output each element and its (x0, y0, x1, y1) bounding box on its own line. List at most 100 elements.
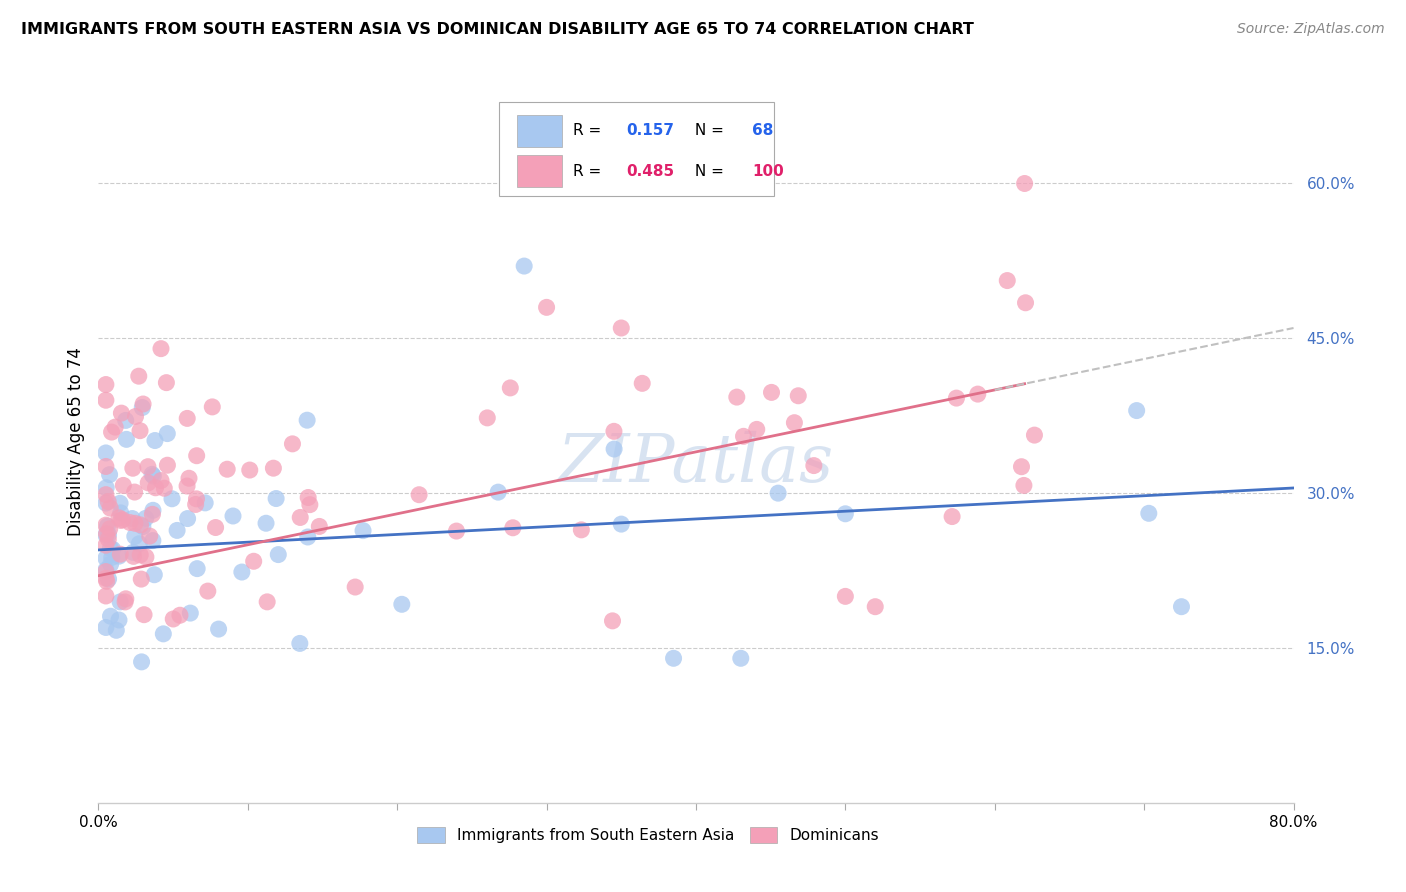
Point (207, 622, 229, 636)
Point (143, 567, 166, 582)
Point (156, 426, 179, 441)
Point (96, 481, 118, 495)
Point (1014, 177, 1036, 191)
Point (128, 369, 150, 384)
Point (254, 516, 277, 531)
Point (104, 420, 127, 434)
Point (966, 387, 988, 401)
Text: R =: R = (572, 164, 606, 178)
Point (115, 433, 138, 447)
Point (194, 496, 217, 510)
Point (98, 522, 121, 536)
Point (142, 469, 165, 483)
Point (101, 542, 124, 557)
Text: N =: N = (690, 164, 728, 178)
Point (94, 589, 117, 603)
Point (97, 494, 120, 508)
FancyBboxPatch shape (517, 115, 562, 147)
Point (761, 385, 783, 400)
Point (603, 442, 626, 456)
Point (256, 595, 278, 609)
Point (222, 508, 245, 523)
Point (145, 481, 167, 495)
Point (264, 491, 287, 506)
Point (132, 519, 155, 533)
Point (569, 523, 592, 537)
Point (783, 416, 806, 430)
Point (176, 411, 198, 425)
Point (135, 549, 157, 564)
Point (100, 425, 122, 439)
Point (502, 521, 524, 535)
Point (217, 462, 239, 476)
Point (108, 511, 131, 525)
Point (110, 547, 132, 561)
Point (97, 572, 120, 586)
Point (152, 627, 174, 641)
Point (94, 565, 117, 579)
Point (290, 510, 312, 524)
Point (267, 548, 290, 562)
Point (124, 409, 146, 424)
Point (162, 612, 184, 626)
FancyBboxPatch shape (517, 155, 562, 187)
Point (204, 520, 226, 534)
Point (298, 498, 321, 512)
Point (197, 584, 219, 599)
Point (297, 491, 319, 505)
Point (121, 461, 143, 475)
Point (725, 390, 748, 404)
Point (96, 519, 118, 533)
Point (834, 590, 856, 604)
Point (231, 565, 253, 579)
Point (97, 527, 120, 541)
Point (94, 518, 117, 533)
Legend: Immigrants from South Eastern Asia, Dominicans: Immigrants from South Eastern Asia, Domi… (411, 822, 886, 849)
Point (94, 571, 117, 585)
Point (136, 459, 159, 474)
Point (865, 599, 887, 614)
Point (631, 376, 654, 391)
Point (94, 496, 117, 510)
Point (124, 529, 146, 543)
Point (288, 636, 311, 650)
Point (766, 486, 789, 500)
Point (108, 496, 131, 510)
Point (1125, 403, 1147, 417)
Y-axis label: Disability Age 65 to 74: Disability Age 65 to 74 (66, 347, 84, 536)
Point (124, 516, 146, 531)
Point (941, 509, 963, 524)
Point (344, 580, 367, 594)
Point (536, 301, 558, 315)
Point (295, 413, 318, 427)
Point (156, 458, 179, 473)
Point (122, 549, 145, 564)
Point (834, 507, 856, 521)
Point (94, 488, 117, 502)
Point (745, 422, 768, 436)
Point (733, 429, 755, 443)
Point (114, 413, 136, 427)
Point (132, 397, 155, 411)
Point (94, 459, 117, 474)
Point (610, 321, 633, 335)
Point (128, 537, 150, 551)
Point (98, 467, 121, 482)
Point (1137, 506, 1160, 520)
Point (160, 491, 183, 506)
Point (110, 506, 132, 520)
Point (1011, 459, 1033, 474)
Point (150, 474, 173, 488)
Point (110, 513, 132, 527)
Point (135, 511, 157, 525)
Point (1014, 295, 1036, 310)
Point (94, 377, 117, 392)
Point (100, 609, 122, 624)
Text: 0.485: 0.485 (627, 164, 675, 178)
Point (166, 524, 188, 538)
Point (131, 401, 153, 415)
Point (262, 461, 284, 475)
Point (239, 463, 262, 477)
Point (132, 607, 155, 622)
Point (108, 549, 131, 563)
